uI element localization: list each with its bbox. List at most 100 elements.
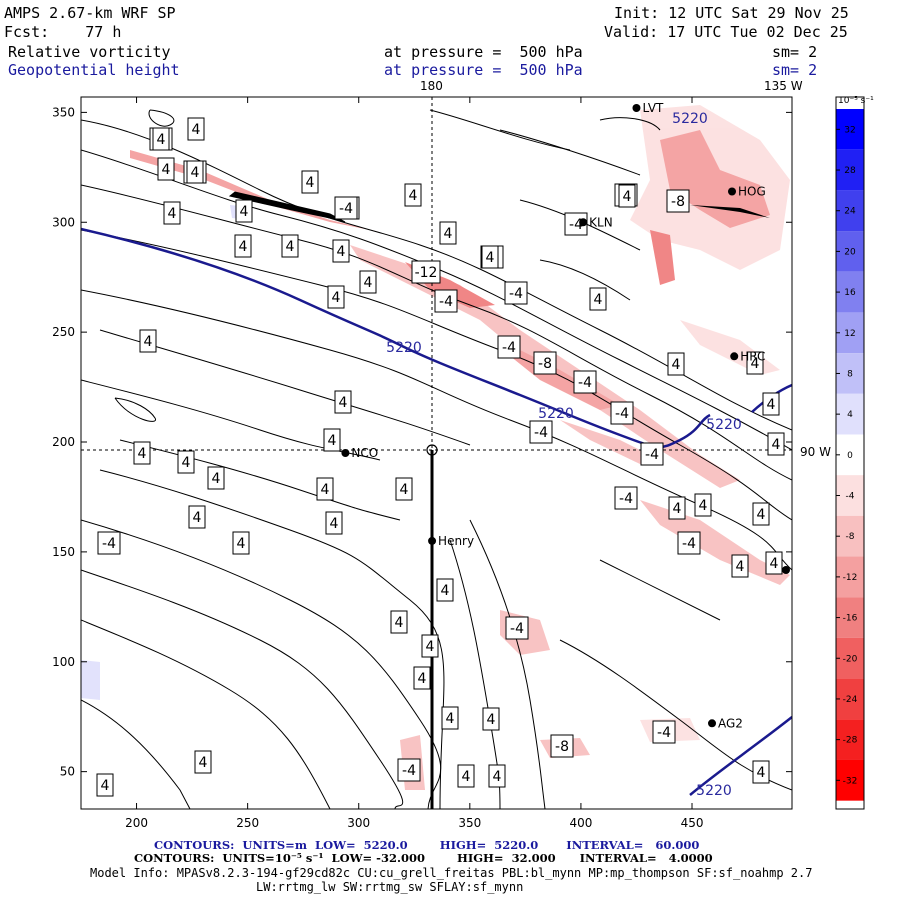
colorbar-swatch [836,759,864,801]
contour-label-box [667,352,685,376]
height-contour-label: 5220 [672,111,708,127]
contour-label: 4 [589,287,607,311]
footer-vorticity-contours: CONTOURS: UNITS=10⁻⁵ s⁻¹ LOW= -32.000 HI… [134,851,713,865]
contour-label: 4 [301,170,319,194]
colorbar-swatch [836,393,864,435]
height-contour-label: 5220 [538,406,574,422]
y-tick-label: 250 [52,325,75,339]
contour-label: 4 [332,239,350,263]
contour-label-box [564,212,588,236]
contour-label-text: -4 [439,294,453,310]
contour-label-text: 4 [487,712,496,728]
contour-label: 4 [762,392,780,416]
x-tick-label: 450 [681,816,704,830]
forecast-hour: Fcst: 77 h [4,23,122,41]
contour-label: 4 [187,117,205,141]
init-time: Init: 12 UTC Sat 29 Nov 25 [614,4,849,22]
colorbar-tick-label: -24 [843,695,858,705]
colorbar-swatch [836,271,864,313]
contour-label: 4 [421,634,439,658]
contour-label-box [232,531,250,555]
contour-label-box [187,117,205,141]
contour-label-text: 4 [699,498,708,514]
shade-band-5 [560,420,660,464]
station-label: Henry [438,534,474,548]
contour-label-text: 4 [157,132,166,148]
station-marker [728,187,737,196]
contour-label: 4 [404,183,422,207]
contour-label-box [640,442,664,466]
contour-label-box [177,450,195,474]
plot-frame [80,96,793,810]
colorbar-swatch [836,556,864,598]
contour-label-box [152,127,170,151]
contour-label-box [731,554,749,578]
contour-label: 4 [618,184,636,208]
contour-label-text: -8 [671,194,685,210]
shade-right-2 [640,500,790,585]
contour-label: -4 [614,486,638,510]
colorbar-swatch [836,149,864,191]
contour-label-text: 4 [395,615,404,631]
colorbar-swatch [836,231,864,272]
contour-label-text: 4 [191,165,200,181]
contour-label: -12 [411,260,441,284]
contour-label: -4 [97,531,121,555]
contour-label-box [395,477,413,501]
contour-label: 4 [96,773,114,797]
contour-label-text: -4 [645,447,659,463]
station-label: NCO [351,446,378,460]
contour-label-box [194,750,212,774]
colorbar-swatch [836,312,864,354]
contour-label-text: -4 [502,340,516,356]
x-axis: 200 250 300 350 400 450 [125,97,703,830]
contour-label-text: -4 [657,725,671,741]
contour-label: -4 [529,420,553,444]
contour-label-box [207,466,225,490]
height-contour-label: 5220 [696,783,732,799]
contour-label-box [666,189,690,213]
contour-label-text: 4 [332,290,341,306]
shade-cluster-ne2 [660,130,770,228]
contour-label: 4 [481,245,499,269]
contour-label-box [762,392,780,416]
station-label: HOG [738,184,766,198]
contour-label: 4 [439,221,457,245]
contour-label: 4 [232,531,250,555]
contour-label-box [767,432,785,456]
footer-model-info: Model Info: MPASv8.2.3-194-gf29cd82c CU:… [90,866,813,880]
contour-label-box [677,531,701,555]
colorbar-swatch [836,678,864,720]
colorbar-swatch [836,637,864,679]
contour-label-text: 4 [321,482,330,498]
contour-label-box [550,734,574,758]
contour-label-text: 4 [426,639,435,655]
contour-label-box [397,758,421,782]
contour-label: 4 [668,496,686,520]
contour-label: -4 [505,616,529,640]
contour-label: 4 [133,441,151,465]
contour-label-box [390,610,408,634]
contour-label-box [652,720,676,744]
contour-label-box [411,260,441,284]
contour-label: 4 [441,706,459,730]
station-marker-edge [782,566,790,574]
station-label: HRC [740,349,765,363]
contour-label-box [765,551,783,575]
contour-label: -4 [397,758,421,782]
contour-label-text: 4 [162,162,171,178]
lon-label-180: 180 [420,79,443,93]
contour-label-box [573,370,597,394]
contour-label: 4 [157,157,175,181]
colorbar-tick-label: -28 [843,736,858,746]
contour-label-text: 4 [192,122,201,138]
station-label: AG2 [718,716,743,730]
contour-label: 4 [359,270,377,294]
shade-cluster-ne3 [650,230,675,285]
contour-label-box [421,634,439,658]
station-label: LVT [642,101,664,115]
colorbar-tick-label: -12 [843,573,858,583]
contour-label-box [96,773,114,797]
y-axis: 50 100 150 200 250 300 350 [52,105,792,779]
colorbar-tick-label: 4 [847,410,853,420]
